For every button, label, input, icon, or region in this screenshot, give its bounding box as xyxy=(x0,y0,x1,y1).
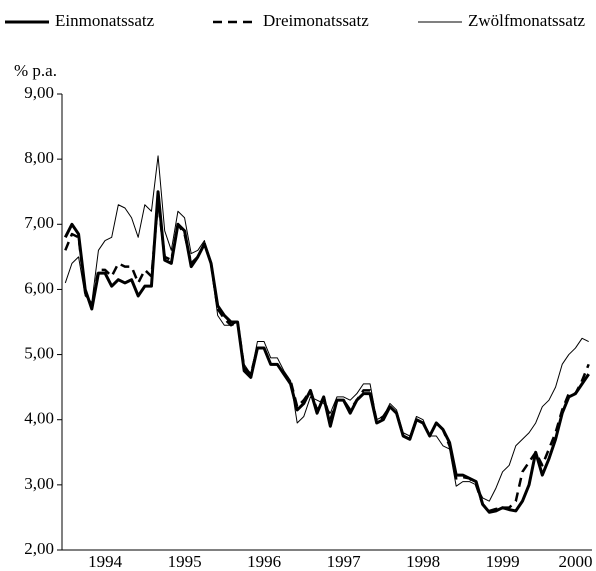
y-tick-label: 9,00 xyxy=(24,83,54,102)
x-tick-label: 2000 xyxy=(558,552,592,571)
y-tick-label: 4,00 xyxy=(24,409,54,428)
x-tick-label: 1996 xyxy=(247,552,281,571)
legend-label: Dreimonatssatz xyxy=(263,11,369,30)
series-line xyxy=(64,200,590,513)
y-tick-label: 8,00 xyxy=(24,148,54,167)
legend-label: Einmonatssatz xyxy=(55,11,155,30)
x-tick-label: 1995 xyxy=(168,552,202,571)
y-axis-label: % p.a. xyxy=(14,61,57,80)
series-line xyxy=(64,155,589,502)
y-tick-label: 3,00 xyxy=(24,474,54,493)
y-tick-label: 6,00 xyxy=(24,278,54,297)
x-tick-label: 1999 xyxy=(486,552,520,571)
y-tick-label: 2,00 xyxy=(24,539,54,558)
x-tick-label: 1997 xyxy=(327,552,362,571)
x-tick-label: 1994 xyxy=(88,552,123,571)
y-tick-label: 7,00 xyxy=(24,213,54,232)
y-tick-label: 5,00 xyxy=(24,343,54,362)
x-tick-label: 1998 xyxy=(406,552,440,571)
legend-label: Zwölfmonatssatz xyxy=(468,11,586,30)
series-line xyxy=(63,190,590,514)
